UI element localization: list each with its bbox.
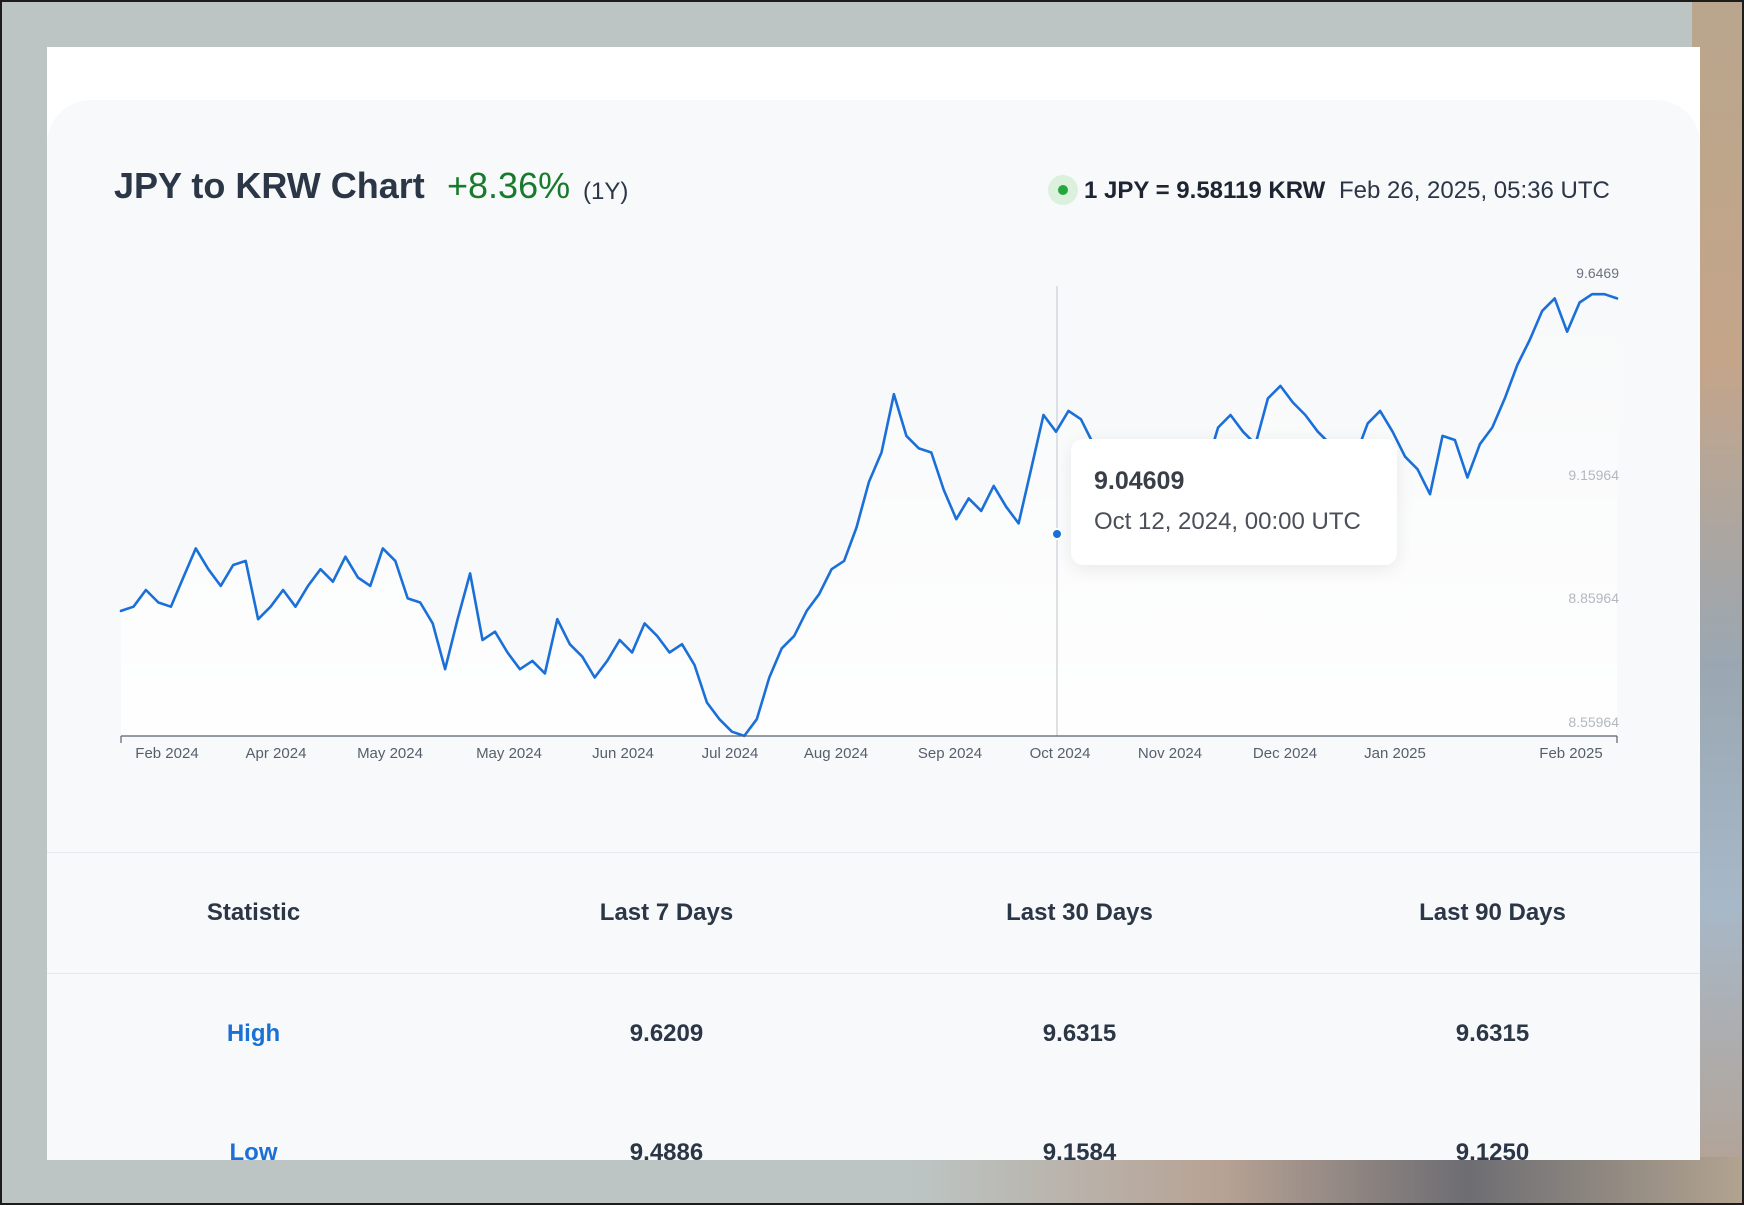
chart-area-fill xyxy=(121,294,1617,736)
stats-header-90d: Last 90 Days xyxy=(1419,899,1566,926)
live-indicator-icon xyxy=(1048,175,1078,205)
x-tick-label: Oct 2024 xyxy=(1030,745,1091,762)
background-banknote-right xyxy=(1692,2,1742,1203)
stats-row-low-label[interactable]: Low xyxy=(229,1139,278,1160)
chart-tooltip: 9.04609 Oct 12, 2024, 00:00 UTC xyxy=(1071,439,1397,565)
x-tick-label: Sep 2024 xyxy=(918,745,982,762)
line-chart[interactable]: Feb 2024 Apr 2024 May 2024 May 2024 Jun 2024… xyxy=(47,47,1700,807)
hover-point-marker xyxy=(1051,528,1063,540)
stats-header-statistic: Statistic xyxy=(206,899,301,926)
series-line xyxy=(119,292,1619,738)
change-percent: +8.36% xyxy=(447,165,571,206)
y-tick-labels: 9.6469 9.15964 8.85964 8.55964 xyxy=(1568,265,1619,730)
stats-row-high-label[interactable]: High xyxy=(226,1020,281,1047)
stats-high-90d: 9.6315 xyxy=(1455,1020,1530,1047)
x-tick-labels: Feb 2024 Apr 2024 May 2024 May 2024 Jun 2024… xyxy=(135,745,1602,762)
y-tick-label: 8.55964 xyxy=(1568,714,1619,730)
y-tick-label: 9.15964 xyxy=(1568,467,1619,483)
divider xyxy=(47,852,1700,853)
divider xyxy=(47,973,1700,974)
stats-low-7d: 9.4886 xyxy=(629,1139,704,1160)
tooltip-date: Oct 12, 2024, 00:00 UTC xyxy=(1094,508,1361,535)
stats-header-7d: Last 7 Days xyxy=(599,899,734,926)
y-tick-label: 8.85964 xyxy=(1568,590,1619,606)
hover-point xyxy=(1051,528,1063,540)
series-line-path xyxy=(119,292,1619,738)
background-banknote-bottom xyxy=(2,1157,1742,1203)
stats-high-30d: 9.6315 xyxy=(1042,1020,1117,1047)
tooltip-value: 9.04609 xyxy=(1094,467,1185,495)
stats-low-30d: 9.1584 xyxy=(1042,1139,1117,1160)
stats-high-7d: 9.6209 xyxy=(629,1020,704,1047)
x-tick-label: Jul 2024 xyxy=(702,745,759,762)
x-tick-label: Feb 2024 xyxy=(135,745,198,762)
rate-timestamp: Feb 26, 2025, 05:36 UTC xyxy=(1339,177,1610,204)
x-tick-label: Dec 2024 xyxy=(1253,745,1317,762)
change-period: (1Y) xyxy=(583,178,629,205)
x-tick-label: May 2024 xyxy=(476,745,542,762)
content-panel: JPY to KRW Chart +8.36% (1Y) 1 JPY = 9.5… xyxy=(47,47,1700,1160)
x-tick-label: Jan 2025 xyxy=(1364,745,1426,762)
stats-low-90d: 9.1250 xyxy=(1455,1139,1530,1160)
x-tick-label: May 2024 xyxy=(357,745,423,762)
y-tick-label: 9.6469 xyxy=(1576,265,1619,281)
current-rate: 1 JPY = 9.58119 KRW xyxy=(1084,177,1326,204)
area-fill-path xyxy=(121,294,1617,736)
chart-title: JPY to KRW Chart xyxy=(114,165,425,206)
stats-header-30d: Last 30 Days xyxy=(1006,899,1153,926)
x-tick-label: Jun 2024 xyxy=(592,745,654,762)
live-dot xyxy=(1058,185,1068,195)
x-axis xyxy=(120,735,1618,743)
x-tick-label: Apr 2024 xyxy=(246,745,307,762)
x-tick-label: Nov 2024 xyxy=(1138,745,1202,762)
x-tick-label: Aug 2024 xyxy=(804,745,868,762)
x-tick-label: Feb 2025 xyxy=(1539,745,1602,762)
